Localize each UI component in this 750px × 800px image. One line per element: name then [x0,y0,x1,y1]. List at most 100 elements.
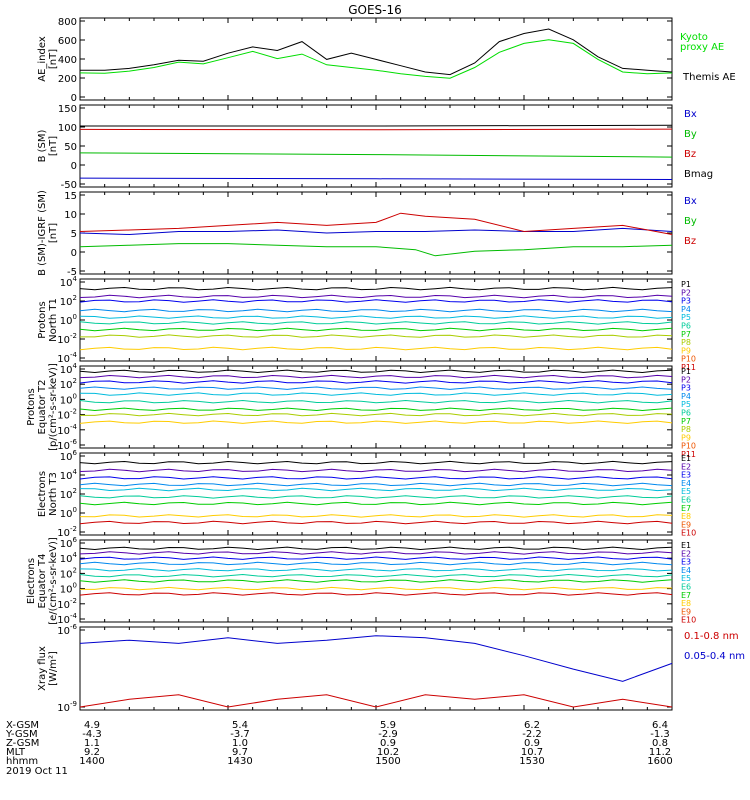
series-line-e2 [79,468,673,473]
footer-value: 6.2 [524,720,540,731]
y-tick-label: 200 [58,74,77,85]
panel-8: 10-6 10-9 Xray flux [W/m²] 0.1-0.8 nm 0.05-0.… [37,623,745,714]
footer-value: 6.4 [652,720,668,731]
panel-6-series [79,460,673,525]
legend-label: E7 [681,591,691,600]
series-line-p1 [79,369,673,374]
legend-label: P3 [681,384,691,393]
series-line-e7 [79,579,673,583]
footer-row-label: X-GSM [6,720,39,731]
y-axis-label: Protons [26,388,37,425]
series-line-p7 [79,407,673,412]
legend-label: E7 [681,504,691,513]
legend-label: P9 [681,433,691,442]
legend-label: 0.05-0.4 nm [684,651,745,662]
legend-label: P6 [681,409,691,418]
legend-label: P1 [681,280,691,289]
legend-label: 0.1-0.8 nm [684,631,739,642]
y-tick-label: 100 [60,313,77,327]
y-axis-label: Electrons [26,558,37,604]
legend-label: P3 [681,297,691,306]
series-line-p2 [79,374,673,379]
legend-label: E4 [681,566,691,575]
footer-row-label: Z-GSM [6,738,39,749]
footer-row-label: 2019 Oct 11 [6,766,68,777]
series-line-p4 [79,386,673,390]
y-tick-label: 102 [60,487,77,501]
legend-label: P9 [681,346,691,355]
footer-value: 4.9 [84,720,100,731]
footer-value: -1.3 [650,729,670,740]
y-axis-label: [nT] [48,223,59,243]
y-tick-label: 102 [60,566,77,580]
y-tick-label: 10-9 [57,700,77,714]
series-line-bz [79,128,673,131]
y-axis-label: [p/(cm²-s-sr-keV)] [48,363,59,451]
panel-frame [79,104,673,188]
legend-label: E9 [681,607,691,616]
footer-value: -4.3 [82,729,102,740]
series-line-e1 [79,460,673,465]
y-tick-label: 104 [60,362,78,376]
series-line-by [79,152,673,158]
footer-value: 5.9 [380,720,396,731]
y-tick-label: 10-6 [57,438,77,452]
series-line-bx [79,227,673,236]
series-line-p5 [79,392,673,396]
y-tick-label: 10-2 [57,332,77,346]
series-line-e1 [79,546,673,551]
legend-label: Bmag [684,169,713,180]
y-tick-label: 10-2 [57,408,77,422]
footer-row-label: Y-GSM [5,729,38,740]
y-axis-label: Protons [37,301,48,338]
y-tick-label: 106 [60,536,78,550]
series-line-e3 [79,556,673,560]
series-line-e5 [79,487,673,492]
legend-label: E8 [681,512,691,521]
y-tick-label: 10-4 [57,351,77,365]
legend-label: P2 [681,288,691,297]
series-line-e10 [79,520,673,525]
y-tick-label: 102 [60,377,77,391]
legend-label: By [684,216,697,227]
series-line-p9 [79,346,673,351]
y-tick-label: -50 [61,180,77,191]
series-line-by [79,243,673,257]
legend-label: Kyoto [680,32,708,43]
series-line-p3 [79,299,673,303]
panel-8-series [79,635,673,708]
series-line-e3 [79,476,673,480]
legend-label: Bz [684,149,696,160]
y-tick-label: 0 [71,248,77,259]
legend-label: P1 [681,367,691,376]
legend-label: E3 [681,558,691,567]
y-tick-label: 10-4 [57,612,77,626]
panel-4-series [79,286,673,351]
legend-label: P7 [681,330,691,339]
series-line-bx [79,177,673,180]
legend-label: Themis AE [682,72,736,83]
legend-label: E10 [681,616,696,625]
series-line-p7 [79,327,673,332]
series-line-p1 [79,286,673,291]
legend-label: E8 [681,599,691,608]
y-tick-label: 100 [58,123,77,134]
footer-value: -2.2 [522,729,542,740]
footer-value: 1.0 [232,738,248,749]
panel-frame [79,191,673,275]
series-line-e2 [79,551,673,555]
y-axis-label: B (SM)-IGRF (SM) [37,190,48,276]
legend-label: P4 [681,392,691,401]
legend-label: P5 [681,313,691,322]
footer-value: 1.1 [84,738,100,749]
footer-value: -2.9 [378,729,398,740]
y-tick-label: 106 [60,449,78,463]
series-line-e6 [79,573,673,578]
y-tick-label: 100 [60,506,77,520]
y-tick-label: 10-4 [57,423,77,437]
panel-5-series [79,369,673,424]
series-line-p2 [79,294,673,299]
series-line-e5 [79,568,673,572]
